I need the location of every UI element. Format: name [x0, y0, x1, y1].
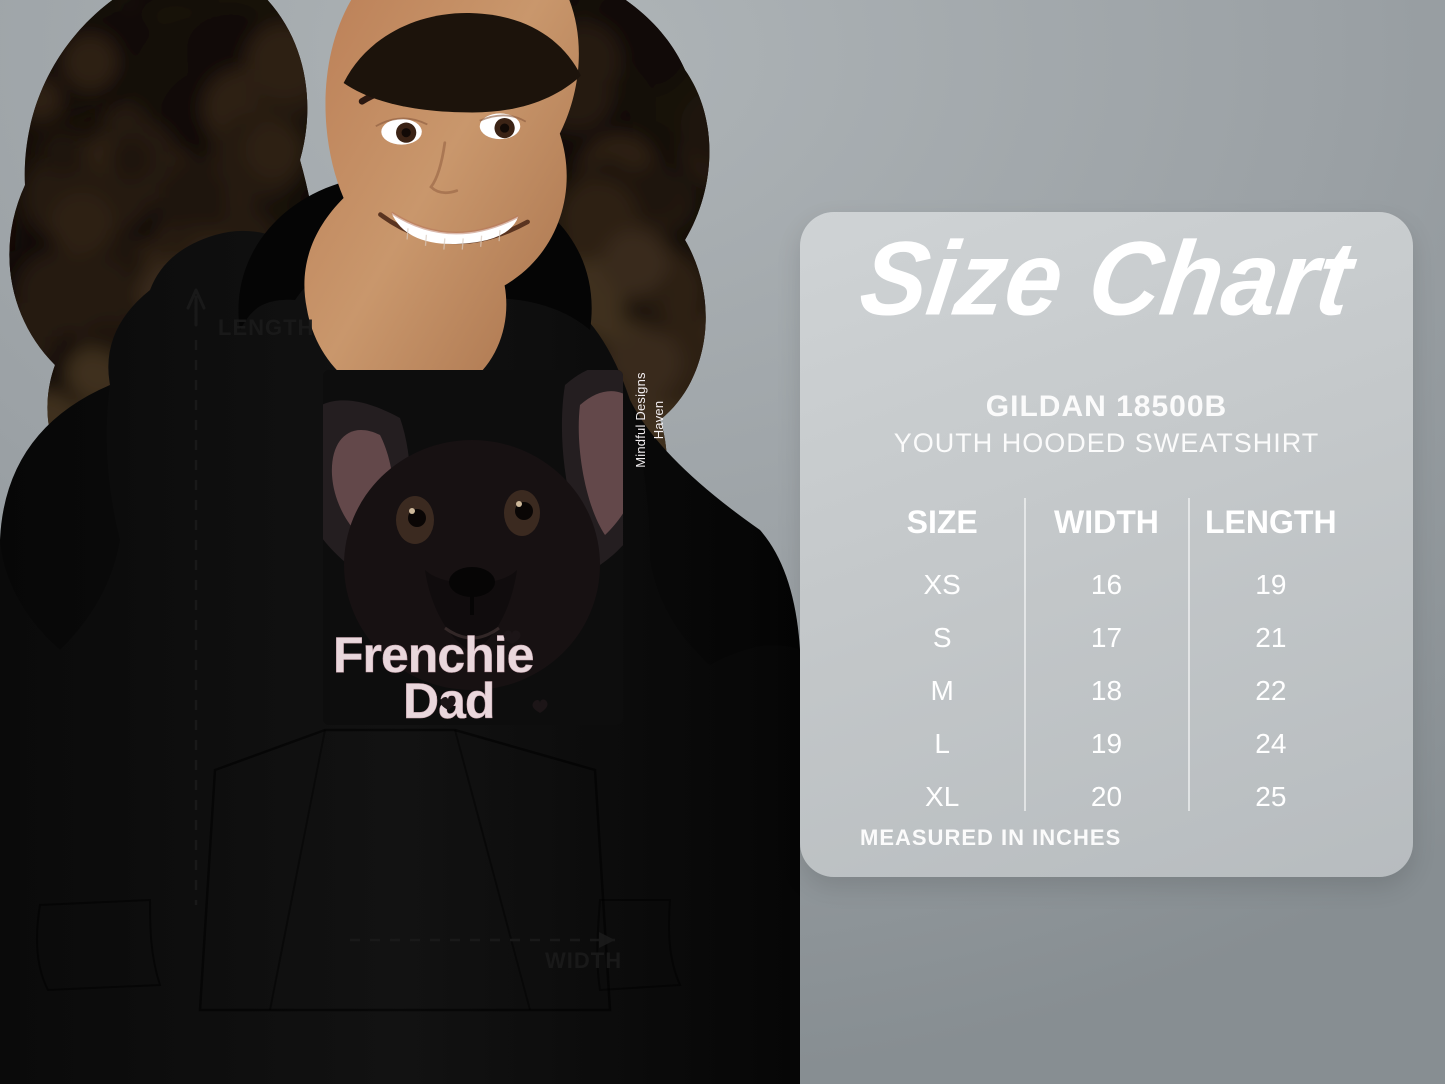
svg-text:Haven: Haven [651, 401, 666, 440]
svg-text:LENGTH: LENGTH [218, 315, 314, 340]
svg-text:WIDTH: WIDTH [545, 948, 622, 973]
svg-text:Mindful Designs: Mindful Designs [633, 372, 648, 468]
